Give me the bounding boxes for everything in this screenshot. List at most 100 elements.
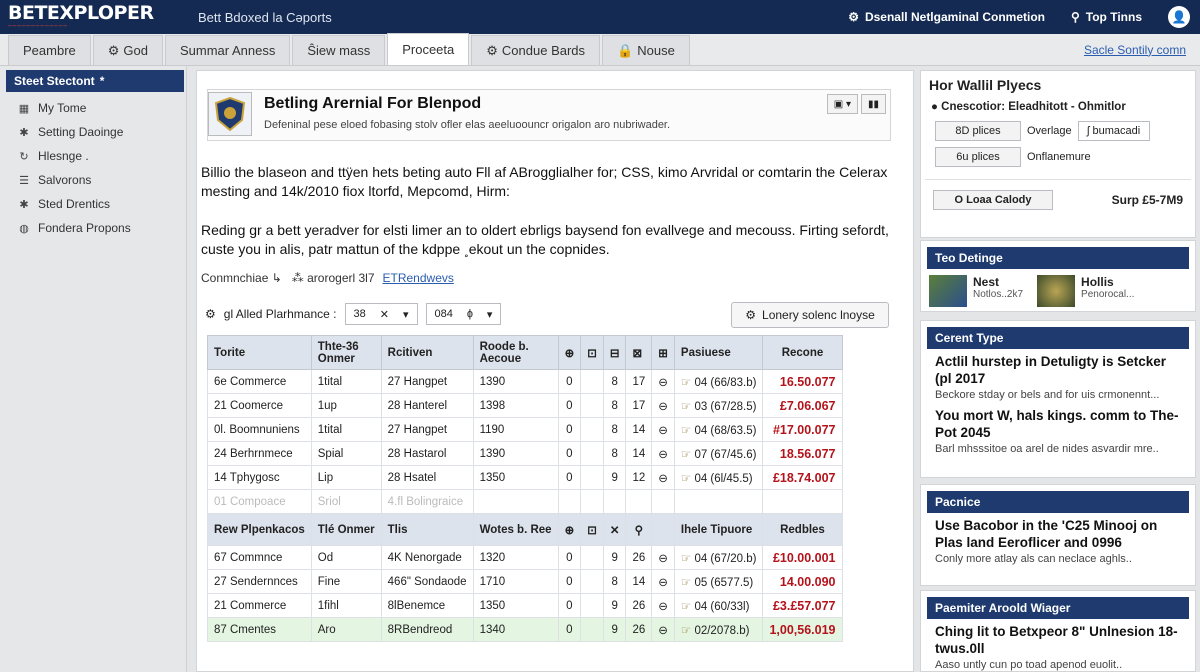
col-header[interactable]: Rew Plpenkacos bbox=[207, 513, 312, 546]
table-cell: 4.fl Bolingraice bbox=[380, 489, 474, 514]
table-row[interactable]: 6e Commerce 1tital 27 Hangpet 1390 0 8 17 ⊖ ☞ 04… bbox=[207, 369, 843, 394]
table-cell: 0 bbox=[557, 545, 582, 570]
table-row[interactable]: 21 Commerce 1fihl 8lBenemce 1350 0 9 26 ⊖ ☞ 04 (… bbox=[207, 593, 843, 618]
tab-proceeta[interactable]: Proceeta bbox=[387, 33, 470, 65]
section-header: Paemiter Aroold Wiager bbox=[927, 597, 1189, 619]
col-header[interactable]: Rcitiven bbox=[380, 335, 474, 370]
table-cell: 1tital bbox=[310, 417, 382, 442]
tab-condue-bards[interactable]: ⚙ Condue Bards bbox=[471, 35, 601, 65]
table-row[interactable]: 87 Cmentes Aro 8RBendreod 1340 0 9 26 ⊖ ☞ 02/207… bbox=[207, 617, 843, 642]
hand-icon: ☞ bbox=[680, 376, 695, 389]
table-cell: 17 bbox=[625, 393, 653, 418]
col-header[interactable]: ⊕ bbox=[557, 513, 582, 546]
featured-card-1[interactable]: Nest Notlos..2k7 bbox=[929, 275, 1023, 307]
table-row[interactable]: 01 Compoace Sriol 4.fl Bolingraice bbox=[207, 489, 843, 514]
news-item[interactable]: Use Bacobor in the 'C25 Minooj on Plas l… bbox=[935, 518, 1158, 565]
table-cell: 0 bbox=[557, 369, 582, 394]
radio-option[interactable]: ● Cnescotior: Eleadhitott - Ohmitlor bbox=[931, 101, 1126, 113]
table-cell: ⊖ bbox=[651, 465, 675, 490]
sidebar-item-my-tome[interactable]: ▦ My Tome bbox=[18, 101, 87, 115]
table-cell: 14 bbox=[625, 417, 653, 442]
col-header[interactable]: ⊡ bbox=[580, 513, 604, 546]
result-value: 1,00,56.019 bbox=[762, 617, 843, 642]
col-header[interactable]: ⊡ bbox=[580, 335, 604, 370]
hand-icon: ☞ bbox=[680, 576, 695, 589]
sidebar-item-hlesnge[interactable]: ↻ Hlesnge . bbox=[19, 149, 89, 163]
table-cell: Spial bbox=[310, 441, 382, 466]
logo[interactable]: BETEXPLOPER ───────────── bbox=[8, 2, 154, 30]
featured-card-2[interactable]: Hollis Penorocal... bbox=[1037, 275, 1134, 307]
filter-select-2[interactable]: 084 ɸ ▾ bbox=[425, 303, 502, 325]
tab-peambre[interactable]: Peambre bbox=[8, 35, 91, 65]
filter-select-1[interactable]: 38 ✕ ▾ bbox=[344, 303, 418, 325]
table-cell: 28 Hastarol bbox=[380, 441, 474, 466]
table-cell: 9 bbox=[602, 545, 627, 570]
col-header[interactable]: Roode b. Aecoue bbox=[472, 335, 559, 370]
table-cell: ☞ 02/2078.b) bbox=[673, 617, 764, 642]
col-header[interactable]: ⊕ bbox=[557, 335, 582, 370]
pause-icon[interactable]: ▮▮ bbox=[860, 94, 886, 114]
table-row[interactable]: 0l. Boomnuniens 1tital 27 Hangpet 1190 0 8 14 ⊖… bbox=[207, 417, 843, 442]
col-header[interactable]: Ihele Tipuore bbox=[673, 513, 764, 546]
table-cell: 14 bbox=[625, 569, 653, 594]
list-icon: ☰ bbox=[19, 174, 29, 187]
table-row[interactable]: 67 Commnce Od 4K Nenorgade 1320 0 9 26 ⊖ ☞ 04 (6… bbox=[207, 545, 843, 570]
col-header[interactable]: Pasiuese bbox=[673, 335, 764, 370]
table-row[interactable]: 21 Coomerce 1up 28 Hanterel 1398 0 8 17 ⊖ ☞ 03 (… bbox=[207, 393, 843, 418]
table-row[interactable]: 27 Sendernnces Fine 466" Sondaode 1710 0 8 14 ⊖… bbox=[207, 569, 843, 594]
section-header: Cerent Type bbox=[927, 327, 1189, 349]
section-cerent-type: Cerent Type Actlil hurstep in Detuligty … bbox=[920, 320, 1196, 478]
col-header[interactable]: ⊟ bbox=[602, 335, 627, 370]
connection-status[interactable]: ⚙ Dsenall Netlgaminal Conmetion bbox=[848, 10, 1045, 24]
col-header[interactable] bbox=[651, 513, 675, 546]
table-cell bbox=[557, 489, 582, 514]
sidebar-item-fondera[interactable]: ◍ Fondera Propons bbox=[19, 221, 131, 235]
meta-link[interactable]: ETRendwevs bbox=[382, 271, 454, 285]
col-header[interactable]: ⊠ bbox=[625, 335, 653, 370]
news-item[interactable]: Ching lit to Betxpeor 8" Unlnesion 18-tw… bbox=[935, 624, 1178, 671]
result-value: 16.50.077 bbox=[762, 369, 843, 394]
table-cell bbox=[580, 393, 604, 418]
col-header[interactable]: Recone bbox=[762, 335, 843, 370]
top-tools-link[interactable]: ⚲ Top Tinns bbox=[1070, 10, 1142, 24]
body-paragraph: Reding gr a bett yeradver for elsti lime… bbox=[201, 222, 889, 257]
col-header[interactable]: ✕ bbox=[602, 513, 627, 546]
sidebar-header[interactable]: Steet Stectont * bbox=[6, 70, 184, 92]
table-cell: 8 bbox=[602, 417, 627, 442]
section-header: Pacnice bbox=[927, 491, 1189, 513]
sidebar-item-salvorons[interactable]: ☰ Salvorons bbox=[19, 173, 92, 187]
tab-nouse[interactable]: 🔒 Nouse bbox=[602, 35, 690, 65]
load-button[interactable]: O Loaa Calody bbox=[933, 190, 1053, 210]
globe-icon: ◍ bbox=[19, 222, 29, 235]
col-header[interactable]: Thte-36 Onmer bbox=[310, 335, 382, 370]
table-subheader: Rew Plpenkacos Tlé Onmer Tlis Wotes b. Ree ⊕… bbox=[207, 513, 843, 546]
sidebar-item-setting[interactable]: ✱ Setting Daoinge bbox=[19, 125, 124, 139]
col-header[interactable]: Tlé Onmer bbox=[310, 513, 382, 546]
recent-button[interactable]: ⚙ Lonery solenc lnoyse bbox=[731, 302, 889, 328]
table-row[interactable]: 24 Berhrnmece Spial 28 Hastarol 1390 0 8 14 ⊖ ☞ … bbox=[207, 441, 843, 466]
tab-god[interactable]: ⚙ God bbox=[92, 35, 163, 65]
places-button-2[interactable]: 6u plices bbox=[935, 147, 1021, 167]
table-cell: 0 bbox=[557, 417, 582, 442]
tab-summar-anness[interactable]: Summar Anness bbox=[164, 35, 291, 65]
col-header[interactable]: Wotes b. Ree bbox=[472, 513, 559, 546]
sidebar-item-sted-drentics[interactable]: ✱ Sted Drentics bbox=[19, 197, 111, 211]
gear-icon: ⚙ bbox=[848, 10, 859, 24]
places-button-1[interactable]: 8D plices bbox=[935, 121, 1021, 141]
table-cell: Sriol bbox=[310, 489, 382, 514]
settings-link[interactable]: Sacle Sontily comn bbox=[1083, 42, 1186, 57]
col-header[interactable]: Torite bbox=[207, 335, 312, 370]
tab-view-mass[interactable]: Ŝiew mass bbox=[292, 35, 386, 65]
save-icon[interactable]: ▣ ▾ bbox=[826, 94, 858, 114]
news-item[interactable]: Actlil hurstep in Detuligty is Setcker (… bbox=[935, 354, 1179, 455]
col-header[interactable]: Tlis bbox=[380, 513, 474, 546]
table-row[interactable]: 14 Tphygosc Lip 28 Hsatel 1350 0 9 12 ⊖ ☞ 04 (6l… bbox=[207, 465, 843, 490]
table-cell: 1710 bbox=[472, 569, 559, 594]
col-header[interactable]: Redbles bbox=[762, 513, 843, 546]
table-cell: 1320 bbox=[472, 545, 559, 570]
col-header[interactable]: ⚲ bbox=[625, 513, 653, 546]
table-cell: 26 bbox=[625, 545, 653, 570]
col-header[interactable]: ⊞ bbox=[651, 335, 675, 370]
odds-input[interactable]: ʃ bumacadi bbox=[1077, 121, 1150, 141]
avatar[interactable]: 👤 bbox=[1168, 6, 1190, 28]
